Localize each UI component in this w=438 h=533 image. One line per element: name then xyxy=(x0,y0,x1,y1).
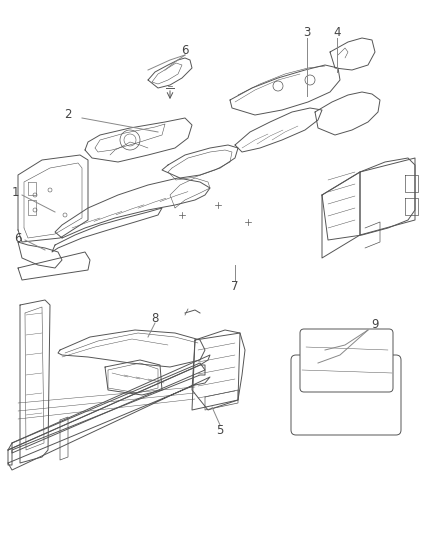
Text: 4: 4 xyxy=(333,26,341,38)
Text: 7: 7 xyxy=(231,279,239,293)
FancyBboxPatch shape xyxy=(291,355,401,435)
Text: 3: 3 xyxy=(303,26,311,38)
Text: 1: 1 xyxy=(11,185,19,198)
Text: 2: 2 xyxy=(64,109,72,122)
Text: 6: 6 xyxy=(14,231,22,245)
Text: 9: 9 xyxy=(371,319,379,332)
Text: 6: 6 xyxy=(181,44,189,56)
Text: 8: 8 xyxy=(151,311,159,325)
Text: 5: 5 xyxy=(216,424,224,437)
FancyBboxPatch shape xyxy=(300,329,393,392)
